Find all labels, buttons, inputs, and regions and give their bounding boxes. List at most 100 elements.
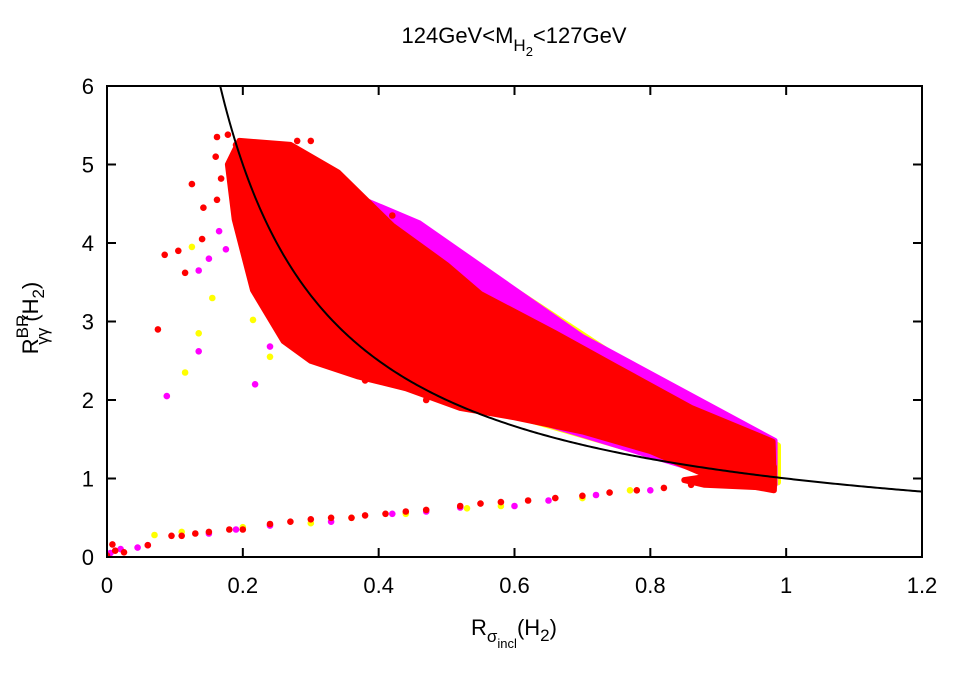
yellow-data-point <box>626 487 634 494</box>
red-data-point <box>327 357 335 365</box>
magenta-data-point <box>511 502 518 510</box>
yellow-data-point <box>249 316 257 324</box>
red-data-point <box>239 526 247 533</box>
red-data-point <box>422 506 430 514</box>
magenta-data-point <box>163 392 171 400</box>
red-data-point <box>175 247 182 255</box>
yellow-data-point <box>463 505 471 512</box>
magenta-data-point <box>232 526 240 533</box>
red-data-point <box>217 175 225 182</box>
red-data-point <box>389 212 396 219</box>
red-data-point <box>200 204 207 211</box>
red-data-point <box>687 481 695 489</box>
magenta-data-point <box>195 348 202 355</box>
red-data-point <box>205 528 213 536</box>
red-data-point <box>280 235 287 243</box>
magenta-data-point <box>592 491 600 499</box>
red-data-point <box>382 510 389 518</box>
red-data-point <box>293 137 301 145</box>
y-axis: 0 1 2 3 4 5 6 <box>82 74 922 570</box>
red-data-point <box>188 180 196 188</box>
yellow-data-point <box>151 531 158 539</box>
reference-curve <box>219 86 922 493</box>
red-data-point <box>213 196 221 204</box>
red-data-point <box>178 532 185 540</box>
red-data-point <box>552 494 559 502</box>
magenta-data-point <box>389 510 396 518</box>
red-data-point <box>626 377 634 384</box>
red-data-point <box>226 526 233 533</box>
red-data-point <box>266 520 274 528</box>
y-tick-label: 2 <box>82 388 94 413</box>
yellow-data-point <box>209 294 216 302</box>
red-data-point <box>361 512 369 519</box>
x-tick-label: 0.4 <box>363 573 394 598</box>
red-data-point <box>579 345 586 353</box>
series-red <box>107 131 777 557</box>
red-data-point <box>477 500 484 507</box>
yellow-data-point <box>181 369 189 376</box>
red-data-point <box>307 137 315 145</box>
magenta-data-point <box>266 343 274 350</box>
red-data-point <box>348 184 355 192</box>
x-axis-label: Rσincl(H2) <box>471 615 557 651</box>
magenta-data-point <box>251 381 259 388</box>
x-axis: 0 0.2 0.4 0.6 0.8 1 1.2 <box>101 86 937 598</box>
red-data-point <box>497 498 505 506</box>
red-data-point <box>456 502 464 510</box>
y-tick-label: 6 <box>82 74 94 99</box>
red-data-point <box>422 396 430 404</box>
red-data-point <box>416 243 423 251</box>
red-data-point <box>161 251 168 259</box>
x-tick-label: 0.8 <box>635 573 666 598</box>
y-tick-label: 4 <box>82 231 94 256</box>
yellow-data-point <box>195 330 202 337</box>
red-data-point <box>715 420 722 427</box>
red-data-point <box>606 489 613 496</box>
y-tick-label: 3 <box>82 310 94 335</box>
red-data-point <box>484 302 491 310</box>
red-data-point <box>154 326 162 333</box>
red-point-cloud <box>681 463 777 491</box>
red-point-cloud <box>224 137 777 494</box>
red-data-point <box>109 541 116 548</box>
red-data-point <box>402 508 410 515</box>
magenta-data-point <box>222 246 230 253</box>
magenta-data-point <box>215 227 223 235</box>
y-tick-label: 0 <box>82 545 94 570</box>
red-data-point <box>168 532 175 540</box>
magenta-data-point <box>511 294 518 302</box>
magenta-data-point <box>545 497 552 504</box>
red-data-point <box>213 133 221 141</box>
red-data-point <box>181 269 189 277</box>
x-tick-label: 1 <box>780 573 792 598</box>
red-data-point <box>361 377 369 384</box>
red-data-point <box>524 497 532 504</box>
magenta-data-point <box>134 544 141 551</box>
red-data-point <box>266 141 274 149</box>
red-data-point <box>456 294 464 302</box>
yellow-data-point <box>266 353 274 361</box>
magenta-data-point <box>195 267 202 274</box>
red-data-point <box>667 400 674 408</box>
red-data-point <box>307 516 315 523</box>
red-data-point <box>198 235 206 243</box>
red-data-point <box>192 530 199 537</box>
y-tick-label: 1 <box>82 467 94 492</box>
x-tick-label: 0.6 <box>499 573 530 598</box>
chart-title: 124GeV<MH2<127GeV <box>402 23 627 59</box>
data-layer <box>107 131 781 557</box>
y-tick-label: 5 <box>82 153 94 178</box>
magenta-data-point <box>395 220 403 227</box>
x-tick-label: 0 <box>101 573 113 598</box>
red-data-point <box>212 153 219 160</box>
red-data-point <box>348 514 355 522</box>
magenta-data-point <box>422 235 430 243</box>
red-data-point <box>660 484 668 492</box>
red-data-point <box>111 547 119 554</box>
red-data-point <box>327 514 335 522</box>
yellow-data-point <box>188 243 196 251</box>
magenta-data-point <box>647 487 654 494</box>
red-data-point <box>633 487 641 494</box>
